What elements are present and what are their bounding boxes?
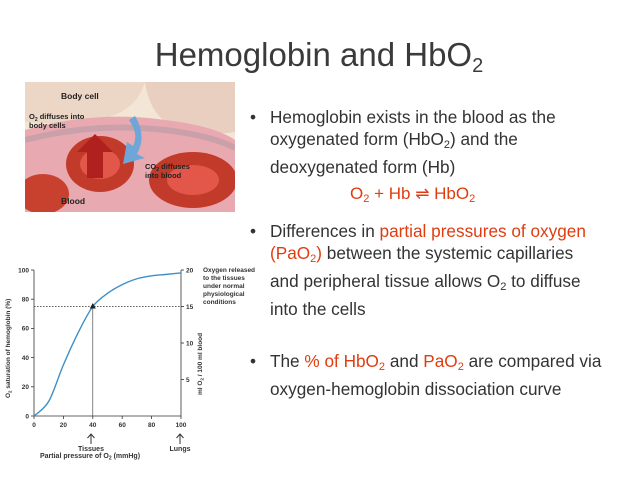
- x-tick-label: 80: [148, 422, 156, 429]
- y2-tick-label: 5: [186, 377, 190, 384]
- y-tick-label: 80: [22, 297, 30, 304]
- x-tick-label: 100: [176, 422, 187, 429]
- label-lungs: Lungs: [170, 446, 191, 453]
- up-arrow-icon: [87, 433, 95, 444]
- series-line: [33, 272, 182, 417]
- y-tick-label: 20: [22, 384, 30, 391]
- x-tick-label: 0: [32, 422, 36, 429]
- label-tissues: Tissues: [78, 446, 104, 453]
- label-o2-diffuses: O2 diffuses into: [29, 112, 85, 123]
- y2-axis-label: ml O2 / 100 ml blood: [197, 333, 205, 395]
- y-tick-label: 0: [25, 413, 29, 420]
- dissociation-chart: 0 20 40 60 80 100 0 20 40 60 80 100 5 10 15 20 O2 satur…: [5, 267, 257, 462]
- label-blood: Blood: [61, 196, 85, 206]
- y-tick-label: 40: [22, 355, 30, 362]
- y-tick-label: 100: [18, 267, 29, 274]
- label-body-cell: Body cell: [61, 91, 99, 101]
- x-tick-label: 60: [119, 422, 127, 429]
- y2-tick-label: 20: [186, 267, 194, 274]
- y-axis-label: O2 saturation of hemoglobin (%): [5, 299, 13, 398]
- up-arrow-icon: [176, 433, 184, 444]
- o2-arrow-icon: [77, 134, 113, 178]
- x-axis-label: Partial pressure of O2 (mmHg): [40, 453, 140, 462]
- x-tick-label: 20: [60, 422, 68, 429]
- marker-triangle: [89, 303, 96, 309]
- slide-title: Hemoglobin and HbO2: [154, 36, 484, 77]
- y2-tick-label: 15: [186, 304, 194, 311]
- label-co2-diffuses: CO2 diffuses: [145, 162, 190, 173]
- label-co2-into-blood: into blood: [145, 171, 182, 180]
- capillary-diagram: Body cell O2 diffuses into body cells CO…: [25, 82, 235, 212]
- x-tick-label: 40: [89, 422, 97, 429]
- y2-tick-label: 10: [186, 340, 194, 347]
- annotation-oxygen-released: Oxygen released to the tissues under nor…: [203, 267, 257, 306]
- co2-arrow-icon: [123, 116, 145, 164]
- equation: O2 + Hb ⇌ HbO2: [350, 184, 476, 205]
- y-tick-label: 60: [22, 326, 30, 333]
- label-o2-body-cells: body cells: [29, 121, 66, 130]
